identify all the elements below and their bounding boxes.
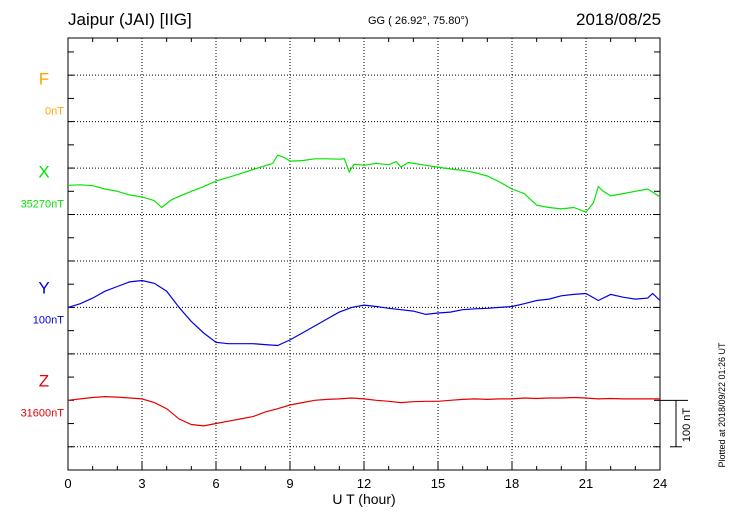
series-line-x bbox=[67, 154, 661, 213]
scale-bar-label: 100 nT bbox=[681, 407, 693, 443]
x-axis-label: U T (hour) bbox=[332, 491, 395, 507]
x-tick-label: 24 bbox=[653, 476, 667, 491]
series-baseline-z: 31600nT bbox=[21, 407, 65, 419]
series-line-z bbox=[67, 395, 660, 427]
x-tick-label: 3 bbox=[138, 476, 145, 491]
series-name-x: X bbox=[38, 162, 49, 181]
station-title: Jaipur (JAI) [IIG] bbox=[68, 10, 192, 29]
series-line-y bbox=[67, 279, 661, 347]
series-baseline-y: 100nT bbox=[33, 314, 64, 326]
x-tick-label: 15 bbox=[431, 476, 445, 491]
x-tick-label: 12 bbox=[357, 476, 371, 491]
x-tick-label: 21 bbox=[579, 476, 593, 491]
series-baseline-f: 0nT bbox=[45, 105, 64, 117]
x-tick-label: 9 bbox=[286, 476, 293, 491]
plotted-timestamp: Plotted at 2018/09/22 01:26 UT bbox=[717, 342, 727, 468]
series-name-y: Y bbox=[38, 278, 49, 297]
x-tick-label: 6 bbox=[212, 476, 219, 491]
series-name-z: Z bbox=[39, 371, 49, 390]
coordinates-label: GG ( 26.92°, 75.80°) bbox=[368, 15, 469, 27]
x-tick-label: 0 bbox=[64, 476, 71, 491]
series-name-f: F bbox=[39, 69, 49, 88]
x-tick-label: 18 bbox=[505, 476, 519, 491]
series-baseline-x: 35270nT bbox=[21, 198, 65, 210]
date-label: 2018/08/25 bbox=[576, 10, 662, 29]
